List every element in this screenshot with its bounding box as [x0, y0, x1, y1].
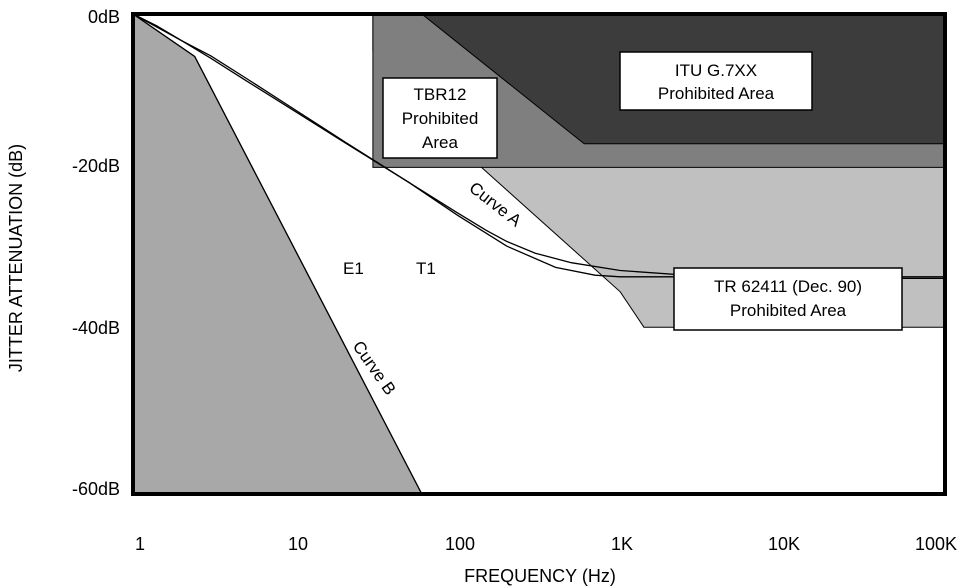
- x-tick-label: 100: [445, 534, 475, 554]
- y-axis-label: JITTER ATTENUATION (dB): [6, 144, 26, 372]
- x-tick-label: 100K: [915, 534, 957, 554]
- x-tick-label: 10K: [768, 534, 800, 554]
- tr62411-label-line1: TR 62411 (Dec. 90): [714, 277, 862, 296]
- e1-label: E1: [343, 259, 364, 278]
- tbr12-label-box: TBR12 Prohibited Area: [383, 78, 497, 158]
- tbr12-label-line1: TBR12: [414, 85, 467, 104]
- x-tick-label: 10: [288, 534, 308, 554]
- itu-label-box: ITU G.7XX Prohibited Area: [620, 52, 812, 110]
- t1-label: T1: [416, 259, 436, 278]
- x-axis-label: FREQUENCY (Hz): [464, 566, 616, 586]
- tr62411-label-box: TR 62411 (Dec. 90) Prohibited Area: [674, 268, 902, 330]
- x-tick-label: 1: [135, 534, 145, 554]
- y-tick-label: -60dB: [72, 479, 120, 499]
- y-tick-label: 0dB: [88, 7, 120, 27]
- tbr12-label-line2: Prohibited: [402, 109, 479, 128]
- tbr12-label-line3: Area: [422, 133, 458, 152]
- itu-label-line2: Prohibited Area: [658, 84, 775, 103]
- x-axis-ticks: 1 10 100 1K 10K 100K: [135, 534, 957, 554]
- x-tick-label: 1K: [611, 534, 633, 554]
- tr62411-label-line2: Prohibited Area: [730, 301, 847, 320]
- y-tick-label: -20dB: [72, 156, 120, 176]
- y-tick-label: -40dB: [72, 318, 120, 338]
- itu-label-line1: ITU G.7XX: [675, 61, 757, 80]
- y-axis-ticks: 0dB -20dB -40dB -60dB: [72, 7, 120, 499]
